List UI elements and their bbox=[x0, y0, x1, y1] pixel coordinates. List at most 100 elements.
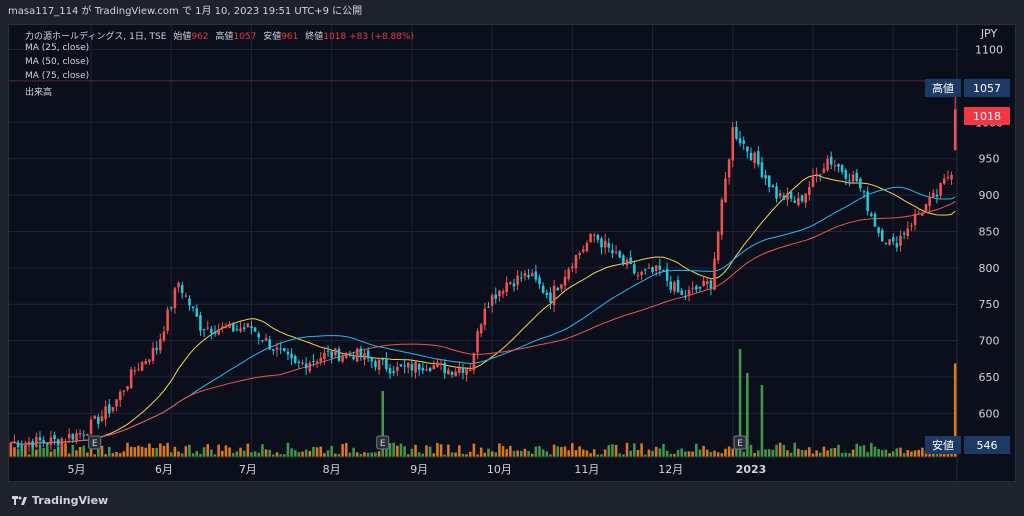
candle-body bbox=[155, 347, 158, 350]
candle-body bbox=[720, 199, 724, 235]
volume-bar bbox=[465, 454, 468, 457]
candle-body bbox=[589, 234, 592, 243]
candle-body bbox=[476, 331, 479, 353]
candle-body bbox=[782, 195, 786, 201]
candle-body bbox=[921, 213, 924, 216]
candle-body bbox=[855, 172, 859, 182]
x-tick-label: 8月 bbox=[323, 463, 341, 476]
volume-bar bbox=[275, 452, 279, 457]
candle-body bbox=[924, 204, 928, 211]
volume-bar bbox=[148, 443, 151, 457]
moving-averages bbox=[10, 174, 956, 445]
volume-bar bbox=[210, 449, 213, 457]
candle-body bbox=[126, 386, 129, 390]
candle-body bbox=[527, 275, 530, 278]
volume-bar bbox=[811, 453, 815, 457]
volume-bar bbox=[326, 450, 330, 457]
volume-bar bbox=[844, 452, 848, 457]
candle-body bbox=[264, 337, 268, 341]
x-tick-label: 2023 bbox=[736, 463, 767, 476]
volume-bar bbox=[432, 453, 436, 457]
candle-body bbox=[757, 151, 760, 165]
volume-bar bbox=[651, 450, 654, 457]
volume-bar bbox=[246, 443, 250, 457]
candle-body bbox=[334, 348, 337, 355]
x-tick-label: 10月 bbox=[487, 463, 512, 476]
volume-bar bbox=[359, 453, 363, 457]
candle-body bbox=[804, 193, 807, 203]
candle-body bbox=[279, 348, 282, 350]
volume-bar bbox=[293, 450, 297, 457]
candle-body bbox=[202, 329, 206, 331]
candle-body bbox=[713, 258, 716, 290]
chart-canvas[interactable]: EEE JPY11001000950900850800750700650600 … bbox=[9, 25, 1015, 481]
volume-bar bbox=[888, 453, 891, 457]
x-tick-label: 5月 bbox=[67, 463, 85, 476]
legend-ma50[interactable]: MA (50, close) bbox=[25, 57, 90, 67]
candle-body bbox=[410, 363, 414, 371]
y-tick-label: 700 bbox=[979, 335, 1000, 348]
volume-bar bbox=[490, 451, 494, 457]
candle-body bbox=[275, 347, 279, 350]
volume-bar bbox=[913, 450, 917, 457]
candle-body bbox=[100, 416, 104, 422]
candle-body bbox=[304, 363, 308, 369]
volume-bar bbox=[454, 452, 457, 457]
legend-ma25[interactable]: MA (25, close) bbox=[25, 43, 90, 53]
last-price-tag-value: 1018 bbox=[973, 110, 1001, 123]
candle-body bbox=[344, 352, 348, 359]
volume-bar bbox=[56, 446, 60, 457]
volume-bar bbox=[545, 451, 549, 457]
candle-body bbox=[636, 275, 640, 277]
volume-bar bbox=[786, 450, 789, 457]
volume-bar bbox=[472, 443, 476, 457]
volume-bar bbox=[20, 445, 24, 457]
tradingview-logo[interactable]: TradingView bbox=[12, 494, 108, 507]
candle-body bbox=[20, 444, 24, 446]
candle-body bbox=[633, 264, 636, 274]
volume-bar bbox=[304, 449, 308, 457]
candle-body bbox=[93, 415, 96, 419]
volume-bar bbox=[713, 450, 716, 457]
candle-body bbox=[709, 280, 713, 289]
candle-body bbox=[833, 165, 837, 167]
volume-bar bbox=[443, 454, 446, 457]
chart-area[interactable]: EEE JPY11001000950900850800750700650600 … bbox=[8, 24, 1016, 482]
volume-bar bbox=[366, 452, 370, 457]
candle-body bbox=[137, 369, 140, 371]
volume-bar bbox=[654, 446, 658, 457]
candle-body bbox=[323, 352, 326, 360]
high-label: 高値 bbox=[215, 32, 234, 42]
volume-bar bbox=[910, 451, 913, 457]
candle-body bbox=[78, 432, 82, 435]
volume-bar bbox=[78, 446, 82, 457]
volume-bar bbox=[815, 450, 818, 457]
legend-ma75[interactable]: MA (75, close) bbox=[25, 71, 90, 81]
candle-body bbox=[341, 356, 344, 362]
candle-body bbox=[53, 434, 56, 439]
volume-bar bbox=[614, 444, 618, 457]
candle-body bbox=[60, 438, 64, 447]
volume-bar bbox=[425, 445, 428, 457]
candle-body bbox=[695, 286, 698, 290]
candle-body bbox=[512, 283, 516, 287]
y-tick-label: 900 bbox=[979, 189, 1000, 202]
y-tick-label: 1100 bbox=[975, 44, 1003, 57]
volume-bar bbox=[64, 443, 67, 457]
candle-body bbox=[538, 277, 541, 285]
high-value: 1057 bbox=[233, 32, 257, 42]
volume-bar bbox=[27, 454, 31, 457]
volume-bar bbox=[388, 443, 392, 457]
brand-name: TradingView bbox=[32, 494, 109, 507]
volume-bar bbox=[585, 450, 589, 457]
volume-bar bbox=[742, 451, 745, 457]
candle-body bbox=[662, 270, 665, 272]
candle-body bbox=[753, 152, 756, 163]
volume-bar bbox=[735, 447, 738, 457]
high-tag-label: 高値 bbox=[932, 81, 954, 95]
legend-volume[interactable]: 出来高 bbox=[25, 88, 53, 98]
volume-bar bbox=[24, 445, 27, 457]
volume-bar bbox=[67, 453, 71, 457]
candle-body bbox=[545, 292, 549, 296]
volume-bar bbox=[636, 449, 640, 457]
